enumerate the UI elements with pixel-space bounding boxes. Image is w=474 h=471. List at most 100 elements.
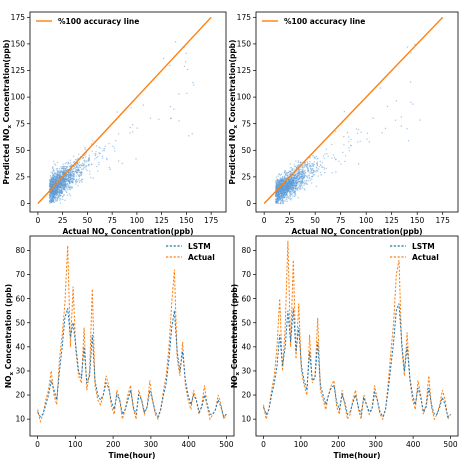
scatter-point — [288, 182, 290, 184]
scatter-point — [295, 166, 298, 168]
scatter-point — [70, 170, 72, 172]
scatter-point — [303, 166, 305, 168]
scatter-point — [71, 175, 74, 177]
scatter-point — [117, 133, 120, 135]
y-tick-label: 100 — [11, 93, 26, 102]
scatter-point — [286, 180, 288, 183]
scatter-point — [287, 183, 289, 185]
scatter-point — [300, 179, 302, 181]
scatter-point — [283, 187, 285, 189]
scatter-point — [288, 189, 291, 191]
scatter-point — [69, 170, 71, 172]
scatter-point — [113, 147, 116, 149]
scatter-point — [323, 157, 326, 159]
x-tick-label: 300 — [144, 440, 159, 449]
scatter-point — [286, 200, 288, 203]
series-actual — [263, 240, 451, 421]
scatter-point — [69, 166, 72, 168]
scatter-point — [290, 192, 292, 194]
scatter-point — [69, 165, 71, 167]
scatter-point — [294, 165, 296, 168]
scatter-point — [71, 177, 73, 180]
scatter-point — [314, 157, 316, 159]
scatter-point — [66, 182, 68, 184]
scatter-point — [300, 171, 302, 173]
scatter-point — [72, 180, 74, 182]
scatter-point — [53, 178, 55, 180]
scatter-point — [80, 171, 82, 173]
scatter-point — [49, 192, 52, 194]
scatter-point — [293, 191, 295, 193]
scatter-point — [64, 181, 66, 183]
scatter-point — [295, 174, 297, 176]
scatter-point — [56, 170, 59, 172]
scatter-point — [277, 180, 279, 182]
scatter-point — [285, 192, 287, 194]
scatter-point — [57, 198, 59, 200]
scatter-outlier — [186, 92, 188, 94]
scatter-point — [52, 194, 54, 196]
scatter-point — [72, 161, 75, 163]
scatter-point — [280, 201, 282, 203]
scatter-point — [90, 163, 93, 165]
scatter-point — [51, 201, 53, 203]
scatter-point — [281, 185, 284, 187]
scatter-point — [55, 194, 58, 196]
scatter-point — [296, 187, 299, 189]
scatter-outlier — [136, 127, 138, 129]
scatter-point — [284, 194, 286, 196]
scatter-point — [52, 199, 54, 202]
scatter-point — [299, 173, 301, 175]
scatter-point — [61, 180, 63, 182]
scatter-point — [279, 181, 281, 183]
scatter-point — [66, 175, 68, 177]
scatter-point — [293, 176, 295, 178]
scatter-point — [62, 168, 65, 171]
scatter-point — [279, 190, 282, 192]
scatter-point — [50, 183, 53, 186]
scatter-point — [291, 190, 293, 192]
scatter-point — [58, 185, 61, 187]
scatter-point — [65, 178, 67, 181]
scatter-point — [69, 172, 71, 174]
scatter-point — [64, 168, 67, 170]
scatter-point — [287, 195, 289, 198]
scatter-point — [55, 181, 58, 183]
scatter-point — [275, 199, 277, 201]
scatter-point — [279, 192, 281, 194]
scatter-point — [75, 159, 77, 161]
scatter-point — [55, 176, 57, 178]
scatter-point — [294, 193, 296, 196]
scatter-point — [75, 183, 77, 185]
x-tick-label: 0 — [36, 216, 41, 225]
scatter-point — [98, 146, 100, 148]
scatter-point — [64, 172, 66, 174]
scatter-point — [301, 179, 304, 181]
scatter-point — [275, 193, 278, 195]
scatter-point — [82, 167, 84, 169]
scatter-point — [300, 187, 302, 189]
scatter-point — [68, 184, 70, 186]
scatter-point — [77, 184, 79, 187]
scatter-point — [284, 183, 286, 185]
scatter-point — [85, 168, 87, 170]
scatter-point — [302, 170, 304, 172]
scatter-point — [285, 181, 287, 184]
scatter-point — [60, 192, 62, 194]
scatter-point — [288, 184, 290, 187]
scatter-point — [56, 190, 58, 192]
scatter-point — [303, 172, 305, 174]
legend-label-accuracy: %100 accuracy line — [284, 17, 365, 26]
scatter-point — [299, 174, 301, 176]
scatter-point — [297, 183, 299, 185]
scatter-point — [59, 173, 61, 175]
scatter-point — [86, 169, 88, 172]
scatter-point — [74, 170, 76, 172]
scatter-point — [290, 178, 292, 180]
scatter-point — [70, 187, 72, 189]
scatter-point — [72, 177, 74, 180]
scatter-point — [282, 189, 284, 191]
scatter-point — [56, 161, 59, 163]
scatter-point — [62, 186, 64, 188]
y-tick-label: 70 — [15, 270, 25, 279]
